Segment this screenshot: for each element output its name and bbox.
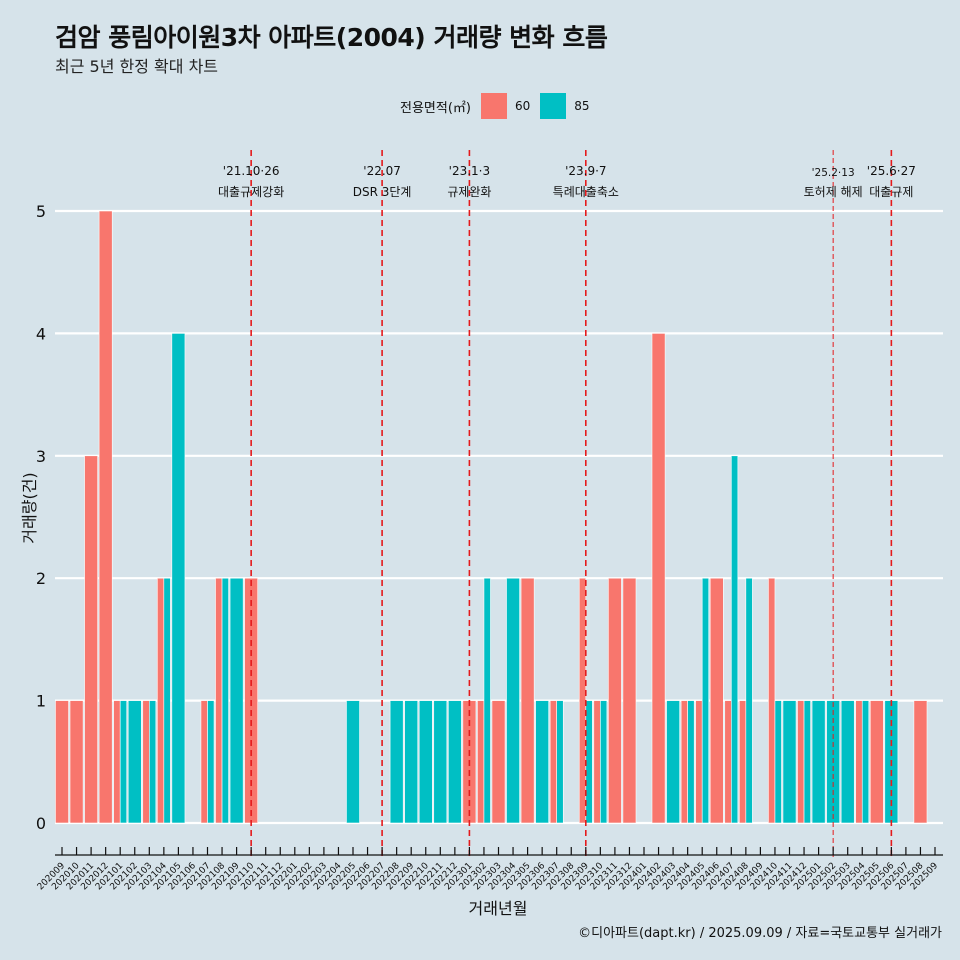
- bar-85-202107: [207, 700, 215, 824]
- bar-85-202205: [346, 700, 360, 824]
- bar-85-202212: [448, 700, 462, 824]
- y-axis-title: 거래량(건): [20, 472, 39, 543]
- bar-85-202304: [506, 577, 520, 824]
- legend-label-85: 85: [574, 99, 590, 113]
- bar-60-202107: [200, 700, 208, 824]
- bar-60-202009: [55, 700, 69, 824]
- chart-title: 검암 풍림아이원3차 아파트(2004) 거래량 변화 흐름: [55, 23, 608, 52]
- bar-60-202101: [113, 700, 121, 824]
- bar-85-202404: [687, 700, 695, 824]
- x-axis: 2020092020102020112020122021012021022021…: [36, 847, 943, 892]
- event-date-label: '23.9·7: [565, 164, 606, 178]
- y-tick-label: 2: [36, 569, 46, 588]
- bar-85-202410: [774, 700, 782, 824]
- bar-60-202408: [739, 700, 747, 824]
- legend: 전용면적(㎡) 60 85: [400, 93, 600, 119]
- bar-85-202407: [730, 455, 739, 824]
- bar-60-202312: [622, 577, 637, 824]
- bar-85-202208: [389, 700, 404, 824]
- x-axis-title: 거래년월: [469, 899, 528, 918]
- bar-85-202302: [483, 577, 491, 824]
- event-date-label: '25.6·27: [867, 164, 916, 178]
- y-tick-label: 5: [36, 202, 46, 221]
- legend-swatch-60: [480, 93, 507, 119]
- bar-85-202411: [782, 700, 797, 824]
- bar-60-202505: [869, 700, 884, 824]
- bar-60-202307: [549, 700, 558, 824]
- event-text-label: 특례대출축소: [553, 185, 619, 199]
- event-text-label: 대출규제강화: [218, 185, 284, 199]
- bar-85-202405: [701, 577, 710, 824]
- event-date-label: '23.1·3: [449, 164, 490, 178]
- bar-85-202310: [600, 700, 608, 824]
- y-axis: 0 1 2 3 4 5: [36, 202, 46, 833]
- bar-60-202405: [695, 700, 703, 824]
- bar-85-202104: [163, 577, 171, 824]
- bar-85-202108: [221, 577, 229, 824]
- bar-60-202407: [724, 700, 732, 824]
- y-tick-label: 0: [36, 814, 46, 833]
- bar-60-202104: [157, 577, 165, 824]
- bar-60-202010: [69, 700, 84, 824]
- bar-60-202310: [593, 700, 601, 824]
- bar-85-202211: [433, 700, 448, 824]
- source-footer: ©디아파트(dapt.kr) / 2025.09.09 / 자료=국토교통부 실…: [578, 926, 942, 941]
- bar-85-202306: [535, 700, 549, 824]
- bar-85-202109: [229, 577, 244, 824]
- legend-swatch-85: [540, 93, 567, 119]
- event-text-label: 규제완화: [447, 185, 491, 199]
- bar-85-202101: [119, 700, 128, 824]
- bar-60-202108: [215, 577, 223, 824]
- bar-60-202103: [142, 700, 150, 824]
- bar-85-202307: [556, 700, 564, 824]
- y-tick-label: 3: [36, 447, 46, 466]
- bar-85-202504: [861, 700, 870, 824]
- event-text-label: 대출규제: [869, 185, 913, 199]
- y-tick-label: 1: [36, 692, 46, 711]
- bar-85-202102: [127, 700, 142, 824]
- bar-60-202305: [520, 577, 535, 824]
- bar-85-202105: [171, 333, 186, 824]
- bar-60-202309: [578, 577, 587, 824]
- bar-60-202311: [608, 577, 622, 824]
- bar-85-202403: [666, 700, 680, 824]
- event-date-label: '21.10·26: [223, 164, 280, 178]
- legend-label-60: 60: [514, 99, 531, 113]
- event-date-label: '25.2·13: [812, 167, 855, 179]
- y-tick-label: 4: [36, 324, 46, 343]
- bar-60-202504: [855, 700, 863, 824]
- bar-60-202410: [768, 577, 776, 824]
- event-text-label: 토허제 해제: [804, 185, 863, 199]
- event-lines: '21.10·26 대출규제강화 '22.07 DSR 3단계 '23.1·3 규제완화 '…: [218, 150, 916, 857]
- legend-title: 전용면적(㎡): [400, 100, 471, 116]
- bar-60-202406: [709, 577, 724, 824]
- bar-60-202508: [913, 700, 928, 824]
- bars: [55, 210, 928, 824]
- bar-60-202303: [491, 700, 506, 824]
- bar-85-202209: [404, 700, 419, 824]
- event-text-label: DSR 3단계: [353, 185, 412, 199]
- bar-85-202408: [745, 577, 753, 824]
- bar-85-202103: [149, 700, 157, 824]
- bar-60-202302: [477, 700, 485, 824]
- bar-85-202412: [803, 700, 811, 824]
- bar-85-202503: [840, 700, 855, 824]
- bar-85-202210: [418, 700, 433, 824]
- bar-60-202412: [797, 700, 805, 824]
- bar-60-202402: [651, 333, 666, 824]
- chart-subtitle: 최근 5년 한정 확대 차트: [55, 57, 219, 76]
- bar-85-202501: [811, 700, 826, 824]
- event-date-label: '22.07: [363, 164, 401, 178]
- bar-60-202011: [84, 455, 98, 824]
- bar-60-202404: [680, 700, 688, 824]
- bar-60-202012: [98, 210, 113, 824]
- bar-85-202309: [585, 700, 593, 824]
